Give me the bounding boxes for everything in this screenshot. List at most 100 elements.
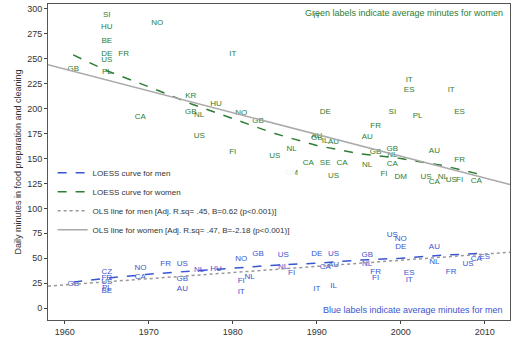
- svg-text:ES: ES: [479, 252, 490, 261]
- svg-text:IT: IT: [406, 275, 413, 284]
- svg-text:100: 100: [27, 204, 42, 214]
- svg-text:DE: DE: [320, 107, 331, 116]
- svg-text:IT: IT: [229, 49, 236, 58]
- svg-text:GB: GB: [252, 249, 264, 258]
- svg-text:AU: AU: [311, 131, 322, 140]
- svg-text:FR: FR: [370, 121, 381, 130]
- svg-text:IT: IT: [313, 11, 320, 20]
- svg-text:DE: DE: [101, 49, 112, 58]
- svg-text:CA: CA: [303, 158, 315, 167]
- svg-text:DM: DM: [395, 172, 408, 181]
- svg-text:SI: SI: [389, 107, 397, 116]
- svg-text:GB: GB: [185, 107, 197, 116]
- svg-text:275: 275: [27, 29, 42, 39]
- svg-text:FR: FR: [446, 267, 457, 276]
- svg-text:DE: DE: [395, 242, 406, 251]
- svg-text:2000: 2000: [391, 327, 411, 337]
- svg-text:ES: ES: [404, 268, 415, 277]
- svg-text:300: 300: [27, 4, 42, 14]
- svg-text:US: US: [278, 250, 289, 259]
- svg-text:FR: FR: [160, 259, 171, 268]
- svg-text:PL: PL: [413, 111, 423, 120]
- svg-text:FR: FR: [454, 155, 465, 164]
- svg-text:FI: FI: [372, 273, 379, 282]
- svg-text:NL: NL: [286, 144, 297, 153]
- svg-text:US: US: [101, 55, 112, 64]
- svg-text:US: US: [328, 249, 339, 258]
- svg-text:IT: IT: [238, 287, 245, 296]
- svg-text:HU: HU: [210, 99, 222, 108]
- svg-text:LOESS curve for women: LOESS curve for women: [93, 188, 181, 197]
- svg-text:BE: BE: [101, 286, 112, 295]
- svg-text:ES: ES: [454, 107, 465, 116]
- svg-text:NL: NL: [194, 265, 205, 274]
- svg-text:CZ: CZ: [101, 267, 112, 276]
- svg-text:GB: GB: [370, 147, 382, 156]
- svg-text:FR: FR: [118, 49, 129, 58]
- svg-text:FI: FI: [456, 175, 463, 184]
- svg-text:NO: NO: [235, 108, 247, 117]
- svg-text:DE: DE: [311, 249, 322, 258]
- svg-text:NL: NL: [429, 257, 440, 266]
- svg-text:0: 0: [37, 303, 42, 313]
- svg-text:FR: FR: [101, 273, 112, 282]
- svg-text:GB: GB: [252, 116, 264, 125]
- svg-text:250: 250: [27, 54, 42, 64]
- svg-text:US: US: [328, 171, 339, 180]
- svg-text:FR: FR: [370, 267, 381, 276]
- svg-text:Green labels indicate average: Green labels indicate average minutes fo…: [305, 8, 503, 18]
- svg-text:SE: SE: [320, 158, 331, 167]
- svg-text:US: US: [194, 131, 205, 140]
- svg-text:25: 25: [32, 278, 42, 288]
- svg-text:IT: IT: [406, 75, 413, 84]
- svg-text:CA: CA: [429, 177, 441, 186]
- svg-text:US: US: [446, 175, 457, 184]
- svg-text:CA: CA: [387, 159, 399, 168]
- svg-text:2010: 2010: [475, 327, 495, 337]
- svg-text:CA: CA: [135, 272, 147, 281]
- svg-text:AU: AU: [362, 132, 373, 141]
- svg-text:IT: IT: [448, 85, 455, 94]
- svg-text:US: US: [177, 259, 188, 268]
- svg-text:GB: GB: [311, 133, 323, 142]
- svg-text:175: 175: [27, 129, 42, 139]
- svg-text:IT: IT: [313, 284, 320, 293]
- svg-text:HU: HU: [101, 22, 113, 31]
- svg-text:IL: IL: [322, 136, 329, 145]
- svg-text:NL: NL: [362, 160, 373, 169]
- svg-text:1960: 1960: [55, 327, 75, 337]
- svg-text:US: US: [101, 277, 112, 286]
- svg-text:CA: CA: [471, 254, 483, 263]
- svg-text:GB: GB: [67, 279, 79, 288]
- svg-text:US: US: [420, 172, 431, 181]
- svg-text:NO: NO: [235, 254, 247, 263]
- svg-text:NL: NL: [387, 150, 398, 159]
- svg-text:FI: FI: [229, 147, 236, 156]
- svg-text:50: 50: [32, 253, 42, 263]
- svg-text:75: 75: [32, 228, 42, 238]
- svg-text:HU: HU: [210, 264, 222, 273]
- svg-text:150: 150: [27, 154, 42, 164]
- svg-text:NO: NO: [395, 234, 407, 243]
- svg-text:BE: BE: [101, 36, 112, 45]
- svg-text:NL: NL: [438, 172, 449, 181]
- svg-text:1970: 1970: [139, 327, 159, 337]
- svg-text:200: 200: [27, 104, 42, 114]
- svg-text:NL: NL: [362, 259, 373, 268]
- svg-text:GB: GB: [361, 250, 373, 259]
- svg-text:NL: NL: [278, 262, 289, 271]
- svg-text:ES: ES: [404, 85, 415, 94]
- svg-text:1980: 1980: [223, 327, 243, 337]
- svg-text:US: US: [387, 230, 398, 239]
- svg-text:IL: IL: [330, 281, 337, 290]
- svg-text:NO: NO: [151, 18, 163, 27]
- svg-text:NL: NL: [244, 272, 255, 281]
- svg-text:CA: CA: [336, 158, 348, 167]
- svg-text:LOESS curve for men: LOESS curve for men: [93, 169, 171, 178]
- svg-text:225: 225: [27, 79, 42, 89]
- svg-text:GB: GB: [387, 144, 399, 153]
- svg-text:AU: AU: [328, 137, 339, 146]
- svg-text:Daily minutes in food preparat: Daily minutes in food preparation and cl…: [13, 69, 23, 254]
- svg-text:FI: FI: [288, 268, 295, 277]
- svg-text:US: US: [462, 259, 473, 268]
